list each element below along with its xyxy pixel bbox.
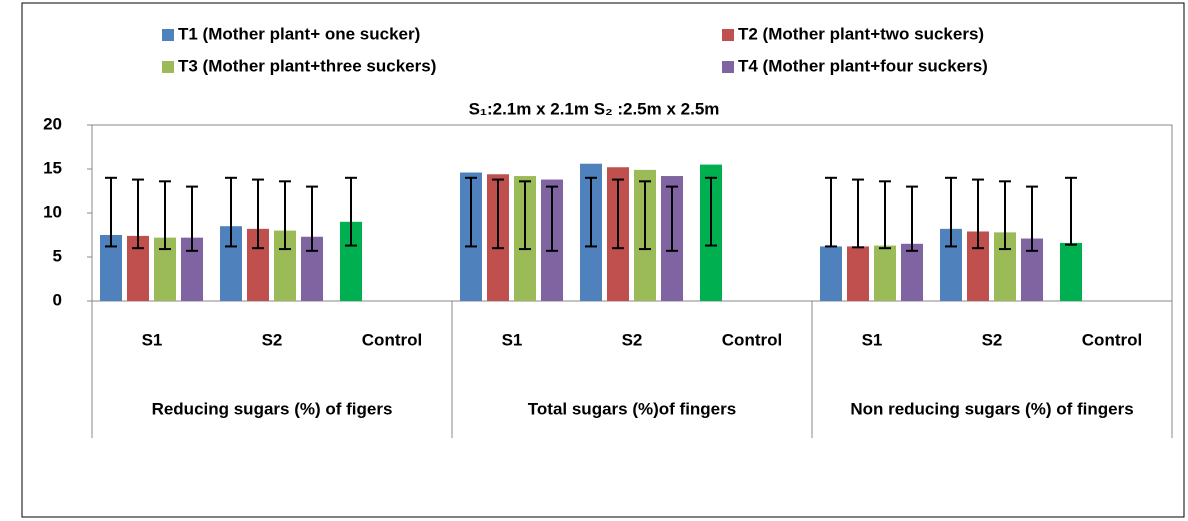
bar [127,235,149,301]
x-tick-label: S1 [502,330,523,349]
bar [901,243,923,301]
bar [1021,238,1043,301]
chart-frame [21,2,1185,518]
bar [100,235,122,301]
chart-title: S₁:2.1m x 2.1m S₂ :2.5m x 2.5m [469,99,720,118]
bar [154,237,176,301]
y-tick-label: 20 [43,114,62,133]
y-tick-label: 15 [43,158,62,177]
legend-swatch [162,61,174,73]
y-tick-label: 0 [53,290,62,309]
bar [847,246,869,301]
bar [301,236,323,301]
group-label: Total sugars (%)of fingers [528,399,736,418]
x-tick-label: S2 [262,330,283,349]
legend-label: T2 (Mother plant+two suckers) [738,24,984,43]
x-tick-label: Control [362,330,422,349]
y-tick-label: 10 [43,202,62,221]
x-tick-label: Control [722,330,782,349]
x-tick-label: S1 [142,330,163,349]
x-tick-label: S2 [982,330,1003,349]
legend-swatch [722,61,734,73]
bar [1060,242,1082,301]
legend-swatch [722,29,734,41]
x-tick-label: S1 [862,330,883,349]
group-label: Reducing sugars (%) of figers [152,399,393,418]
bar [874,245,896,301]
bar [340,221,362,301]
legend-label: T4 (Mother plant+four suckers) [738,56,988,75]
legend-label: T3 (Mother plant+three suckers) [178,56,436,75]
y-tick-label: 5 [53,246,62,265]
bar [820,246,842,301]
bar [247,228,269,301]
x-tick-label: Control [1082,330,1142,349]
group-label: Non reducing sugars (%) of fingers [850,399,1133,418]
legend-swatch [162,29,174,41]
legend-label: T1 (Mother plant+ one sucker) [178,24,420,43]
x-tick-label: S2 [622,330,643,349]
bar [220,226,242,301]
bar [181,237,203,301]
